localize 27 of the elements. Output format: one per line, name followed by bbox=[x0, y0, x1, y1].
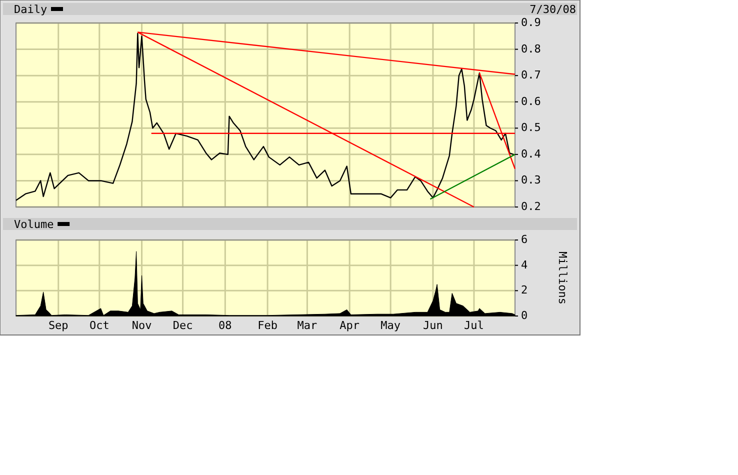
y-tick-label: 0.4 bbox=[521, 147, 542, 160]
x-tick-label: Jul bbox=[464, 319, 484, 332]
y-tick-label: 6 bbox=[521, 233, 528, 246]
x-tick-label: 08 bbox=[218, 319, 232, 332]
x-tick-label: Sep bbox=[48, 319, 68, 332]
y-tick-label: 4 bbox=[521, 258, 528, 272]
legend-label: Volume bbox=[14, 218, 54, 231]
x-tick-label: Apr bbox=[340, 319, 360, 332]
legend-label: Daily bbox=[14, 3, 48, 16]
x-tick-label: Nov bbox=[132, 319, 152, 332]
x-tick-label: Feb bbox=[258, 319, 278, 332]
y-tick-label: 0.7 bbox=[521, 68, 541, 82]
y-tick-label: 0.9 bbox=[521, 16, 541, 30]
text: 7/30/08 bbox=[530, 3, 576, 16]
y-tick-label: 0 bbox=[521, 309, 528, 322]
y-tick-label: 0.5 bbox=[521, 121, 541, 134]
y-tick-label: 0.3 bbox=[521, 174, 541, 187]
x-tick-label: Oct bbox=[89, 319, 110, 332]
x-tick-label: Jun bbox=[423, 319, 443, 332]
y-tick-label: 2 bbox=[521, 284, 528, 297]
x-tick-label: Mar bbox=[297, 319, 318, 332]
x-tick-label: May bbox=[380, 319, 401, 332]
y-axis-title: Millions bbox=[556, 252, 569, 304]
y-tick-label: 0.8 bbox=[521, 42, 541, 56]
y-tick-label: 0.6 bbox=[521, 94, 541, 108]
y-tick-label: 0.2 bbox=[521, 200, 541, 214]
x-tick-label: Dec bbox=[172, 319, 193, 332]
